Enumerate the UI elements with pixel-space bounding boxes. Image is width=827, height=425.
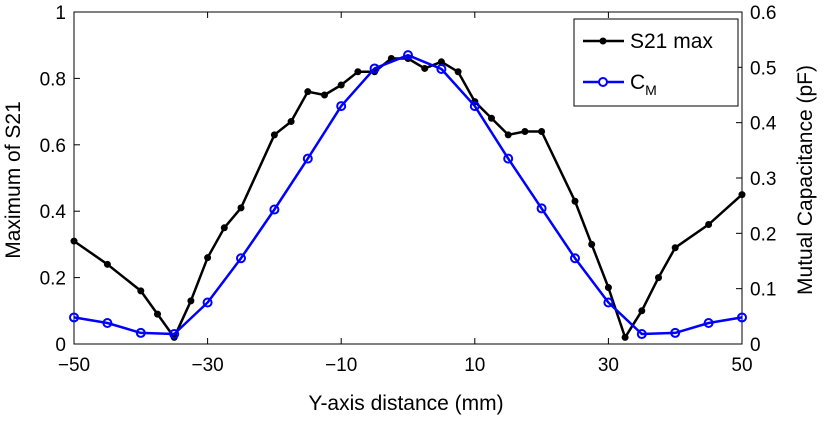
data-point-s21 [154, 310, 161, 318]
y-left-tick-label: 1 [55, 3, 66, 24]
data-point-cm [236, 253, 246, 264]
y-right-tick-label: 0.3 [750, 169, 776, 190]
y-right-tick-label: 0.5 [750, 58, 776, 79]
data-point-cm [737, 312, 747, 323]
data-point-s21 [321, 91, 328, 99]
y-right-tick-label: 0.1 [750, 280, 776, 301]
data-point-cm [403, 50, 413, 61]
data-point-s21 [337, 81, 345, 89]
x-axis-label: Y-axis distance (mm) [308, 392, 503, 415]
x-tick-label: 30 [598, 355, 619, 376]
data-point-s21 [521, 128, 529, 136]
y-right-tick-label: 0.6 [750, 3, 776, 24]
data-point-cm [169, 329, 180, 340]
data-point-cm [269, 204, 280, 215]
y-left-tick-label: 0.2 [40, 269, 66, 290]
data-point-cm [469, 101, 480, 112]
data-point-s21 [103, 260, 111, 268]
y-left-tick-label: 0.6 [40, 136, 66, 157]
data-point-s21 [220, 224, 228, 232]
data-point-cm [69, 312, 79, 323]
data-point-s21 [237, 204, 245, 212]
axes: −50 −30 −10 10 30 5000.20.40.60.8100.10.20.30… [40, 3, 777, 376]
legend-cm-label-sub: M [645, 82, 657, 98]
data-point-cm [302, 153, 313, 164]
data-point-cm [102, 317, 113, 328]
y-axis-left-label: Maximum of S21 [2, 101, 25, 259]
data-point-s21 [137, 287, 145, 295]
data-point-s21 [204, 254, 212, 262]
data-point-s21 [571, 197, 579, 205]
data-point-s21 [621, 333, 629, 341]
y-left-tick-label: 0.4 [40, 202, 67, 223]
x-tick-label: 50 [731, 355, 752, 376]
data-point-cm [570, 253, 580, 264]
y-right-tick-label: 0.2 [750, 224, 776, 245]
data-point-s21 [270, 131, 278, 139]
data-point-s21 [287, 118, 295, 126]
data-point-cm [703, 317, 714, 328]
data-point-s21 [454, 68, 462, 76]
y-left-tick-label: 0.8 [40, 69, 66, 90]
data-point-cm [202, 297, 213, 308]
y-left-tick-label: 0 [55, 335, 66, 356]
legend-cm-marker [598, 77, 608, 87]
data-point-s21 [655, 274, 662, 282]
legend-cm-label-main: C [630, 71, 645, 94]
data-point-s21 [354, 68, 362, 76]
data-point-cm [503, 153, 514, 164]
data-point-cm [636, 329, 647, 340]
data-point-s21 [671, 244, 679, 252]
data-point-s21 [604, 284, 612, 292]
x-tick-label: −30 [191, 355, 223, 376]
legend: S21 max CM [573, 18, 739, 107]
data-point-cm [369, 63, 380, 74]
legend-s21-label: S21 max [630, 30, 713, 53]
y-right-tick-label: 0 [750, 335, 761, 356]
data-point-s21 [538, 128, 546, 136]
x-tick-label: −10 [325, 355, 357, 376]
data-point-s21 [304, 88, 312, 96]
data-point-cm [603, 297, 614, 308]
data-point-s21 [437, 58, 445, 66]
data-point-s21 [421, 64, 429, 72]
legend-s21-marker [599, 37, 607, 45]
data-point-s21 [187, 297, 195, 305]
data-point-s21 [705, 220, 713, 228]
data-point-cm [135, 327, 146, 338]
data-point-s21 [488, 114, 495, 122]
y-right-tick-label: 0.4 [750, 114, 777, 135]
data-point-cm [336, 101, 347, 112]
data-point-cm [536, 203, 547, 214]
data-point-cm [436, 63, 447, 74]
data-point-s21 [504, 131, 512, 139]
data-point-s21 [738, 191, 746, 199]
x-tick-label: −50 [58, 355, 90, 376]
series-line-cm [73, 53, 743, 336]
x-tick-label: 10 [464, 355, 485, 376]
data-point-s21 [70, 237, 78, 245]
series-layer [69, 50, 747, 341]
data-point-cm [670, 327, 681, 338]
legend-cm-label: CM [630, 71, 657, 98]
legend-box [573, 18, 739, 107]
data-point-s21 [588, 240, 596, 248]
y-axis-right-label: Mutual Capacitance (pF) [794, 65, 817, 295]
data-point-s21 [638, 307, 646, 315]
